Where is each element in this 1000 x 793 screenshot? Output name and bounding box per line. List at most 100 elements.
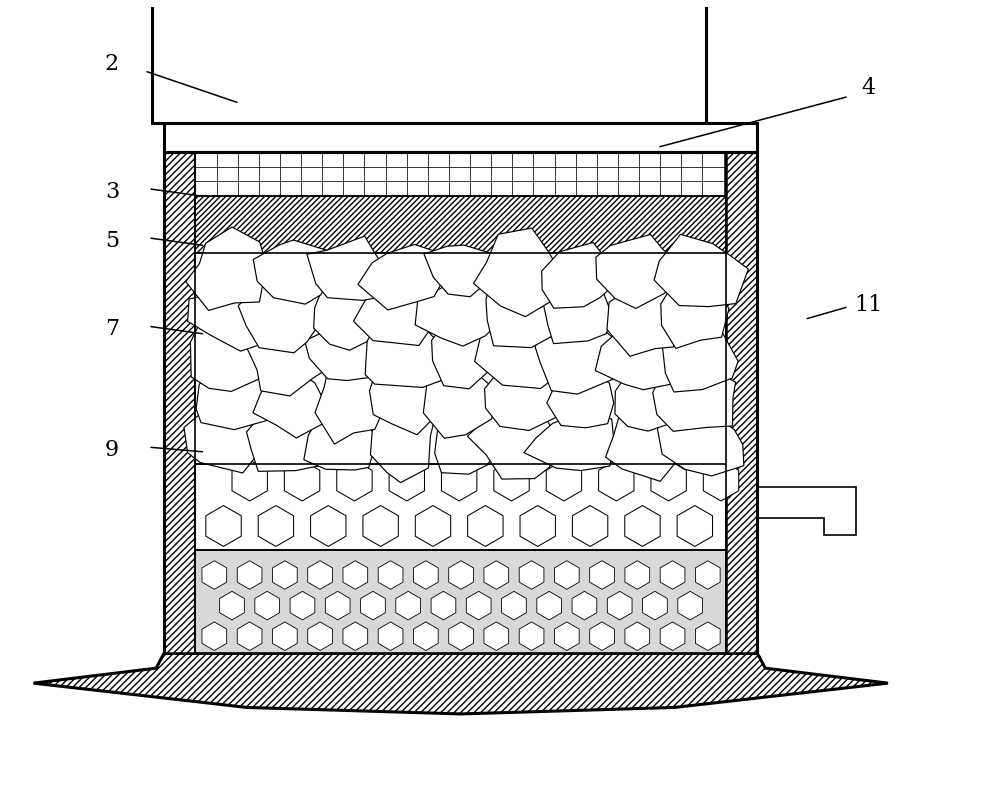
Polygon shape <box>695 561 720 589</box>
Polygon shape <box>272 561 297 589</box>
Polygon shape <box>290 592 315 620</box>
Polygon shape <box>678 592 703 620</box>
Polygon shape <box>466 592 491 620</box>
Text: 3: 3 <box>105 181 119 203</box>
Polygon shape <box>660 622 685 650</box>
Polygon shape <box>615 360 676 431</box>
Polygon shape <box>662 324 738 392</box>
Polygon shape <box>253 240 330 305</box>
Polygon shape <box>284 460 320 501</box>
Polygon shape <box>370 401 436 483</box>
Polygon shape <box>657 407 744 476</box>
Polygon shape <box>757 487 856 534</box>
Polygon shape <box>424 245 494 297</box>
Bar <box>195 252 726 464</box>
Polygon shape <box>190 314 268 392</box>
Polygon shape <box>572 592 597 620</box>
Text: 9: 9 <box>105 439 119 461</box>
Bar <box>726 152 757 653</box>
Polygon shape <box>547 366 614 427</box>
Polygon shape <box>272 622 297 650</box>
Polygon shape <box>484 622 509 650</box>
Polygon shape <box>651 460 686 501</box>
Polygon shape <box>378 622 403 650</box>
Polygon shape <box>325 592 350 620</box>
Polygon shape <box>695 622 720 650</box>
Polygon shape <box>353 274 445 346</box>
Polygon shape <box>595 320 673 389</box>
Polygon shape <box>365 324 464 388</box>
Polygon shape <box>202 622 227 650</box>
Polygon shape <box>484 561 509 589</box>
Polygon shape <box>535 312 622 394</box>
Polygon shape <box>625 622 650 650</box>
Polygon shape <box>304 408 377 470</box>
Text: 11: 11 <box>854 293 883 316</box>
Polygon shape <box>343 622 368 650</box>
Polygon shape <box>378 561 403 589</box>
Polygon shape <box>519 561 544 589</box>
Polygon shape <box>537 592 562 620</box>
Polygon shape <box>502 592 526 620</box>
Polygon shape <box>244 327 338 396</box>
Polygon shape <box>432 316 493 389</box>
Bar <box>195 550 726 653</box>
Polygon shape <box>206 506 241 546</box>
Polygon shape <box>543 283 613 343</box>
Polygon shape <box>396 592 421 620</box>
Bar <box>164 152 195 653</box>
Bar <box>195 196 726 252</box>
Bar <box>195 464 726 550</box>
Polygon shape <box>625 561 650 589</box>
Polygon shape <box>247 405 330 471</box>
Polygon shape <box>449 561 473 589</box>
Polygon shape <box>554 622 579 650</box>
Polygon shape <box>554 561 579 589</box>
Polygon shape <box>363 506 398 546</box>
Polygon shape <box>475 320 567 389</box>
Polygon shape <box>358 244 445 310</box>
Polygon shape <box>599 460 634 501</box>
Polygon shape <box>315 358 387 444</box>
Polygon shape <box>305 320 387 381</box>
Polygon shape <box>308 561 332 589</box>
Polygon shape <box>661 274 729 348</box>
Polygon shape <box>643 592 667 620</box>
Polygon shape <box>186 227 267 311</box>
Polygon shape <box>590 561 614 589</box>
Polygon shape <box>660 561 685 589</box>
Bar <box>152 0 706 123</box>
Bar <box>195 152 726 196</box>
Polygon shape <box>33 653 888 714</box>
Polygon shape <box>473 228 558 316</box>
Bar <box>164 123 757 152</box>
Polygon shape <box>308 622 332 650</box>
Polygon shape <box>625 506 660 546</box>
Polygon shape <box>520 506 555 546</box>
Polygon shape <box>524 412 614 470</box>
Text: 5: 5 <box>105 230 119 251</box>
Polygon shape <box>468 506 503 546</box>
Text: 7: 7 <box>105 318 119 340</box>
Polygon shape <box>572 506 608 546</box>
Polygon shape <box>184 410 264 473</box>
Polygon shape <box>258 506 294 546</box>
Polygon shape <box>337 460 372 501</box>
Polygon shape <box>596 235 687 308</box>
Polygon shape <box>202 561 227 589</box>
Polygon shape <box>389 460 425 501</box>
Polygon shape <box>703 460 739 501</box>
Polygon shape <box>485 371 570 431</box>
Polygon shape <box>435 404 507 474</box>
Text: 4: 4 <box>861 78 875 99</box>
Polygon shape <box>188 283 273 351</box>
Polygon shape <box>654 234 748 307</box>
Polygon shape <box>413 622 438 650</box>
Polygon shape <box>441 460 477 501</box>
Polygon shape <box>307 236 394 301</box>
Polygon shape <box>238 274 323 353</box>
Polygon shape <box>519 622 544 650</box>
Polygon shape <box>237 622 262 650</box>
Polygon shape <box>413 561 438 589</box>
Polygon shape <box>653 369 736 431</box>
